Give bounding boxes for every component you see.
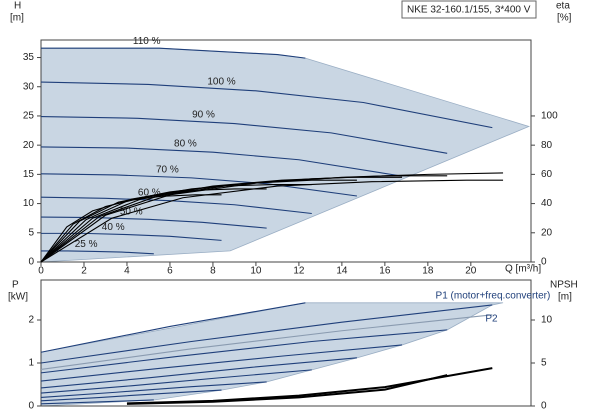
y-tick-label: 10 bbox=[23, 198, 35, 209]
secondary-curve bbox=[40, 188, 267, 263]
x-tick-label: 18 bbox=[422, 266, 434, 277]
curve-label: P2 bbox=[485, 313, 498, 324]
y2-tick-label: 40 bbox=[541, 198, 553, 209]
y2-tick-label: 100 bbox=[541, 111, 558, 122]
operating-region bbox=[40, 302, 504, 407]
primary-curve bbox=[40, 196, 312, 215]
y-tick-label: 35 bbox=[23, 52, 35, 63]
x-tick-label: 6 bbox=[167, 266, 173, 277]
y-tick-label: 0 bbox=[28, 257, 34, 268]
y-axis-label: H bbox=[14, 1, 21, 12]
primary-curve bbox=[41, 232, 222, 241]
curve-label: 25 % bbox=[75, 239, 98, 250]
secondary-curve bbox=[40, 176, 403, 263]
x-axis-label: Q [m³/h] bbox=[505, 264, 541, 275]
plot-frame bbox=[40, 39, 532, 263]
x-tick-label: 8 bbox=[210, 266, 216, 277]
primary-curve bbox=[40, 304, 493, 364]
curve-label: 40 % bbox=[102, 222, 125, 233]
y-tick-label: 0 bbox=[28, 401, 34, 412]
primary-curve bbox=[40, 389, 222, 402]
y-axis-label: P bbox=[12, 280, 19, 291]
y-tick-label: 15 bbox=[23, 169, 35, 180]
primary-curve bbox=[40, 381, 267, 398]
y2-axis-label: [m] bbox=[558, 292, 572, 303]
x-tick-label: 10 bbox=[250, 266, 262, 277]
y-axis-label: [m] bbox=[10, 13, 24, 24]
primary-curve bbox=[40, 146, 403, 177]
y2-tick-label: 80 bbox=[541, 140, 553, 151]
y2-tick-label: 10 bbox=[541, 315, 553, 326]
secondary-curve bbox=[40, 194, 222, 263]
y-tick-label: 30 bbox=[23, 81, 35, 92]
secondary-curve bbox=[126, 374, 448, 405]
x-tick-label: 16 bbox=[379, 266, 391, 277]
y-tick-label: 25 bbox=[23, 111, 35, 122]
y2-tick-label: 0 bbox=[541, 401, 547, 412]
y-tick-label: 1 bbox=[28, 358, 34, 369]
y2-axis-label: eta bbox=[556, 1, 570, 12]
curve-label: 50 % bbox=[120, 206, 143, 217]
chart-title: NKE 32-160.1/155, 3*400 V bbox=[407, 5, 531, 16]
x-tick-label: 14 bbox=[336, 266, 348, 277]
primary-curve bbox=[40, 344, 403, 382]
secondary-curve bbox=[40, 179, 504, 263]
primary-curve bbox=[40, 81, 493, 129]
curve-label: 100 % bbox=[207, 76, 235, 87]
y2-tick-label: 60 bbox=[541, 169, 553, 180]
curve-label: 60 % bbox=[138, 188, 161, 199]
x-tick-label: 2 bbox=[81, 266, 87, 277]
x-tick-label: 0 bbox=[38, 266, 44, 277]
primary-curve bbox=[40, 329, 448, 374]
plot-frame bbox=[40, 279, 532, 407]
x-tick-label: 4 bbox=[124, 266, 130, 277]
y-tick-label: 20 bbox=[23, 140, 35, 151]
y-axis-label: [kW] bbox=[8, 292, 28, 303]
primary-curve bbox=[40, 369, 312, 394]
primary-curve bbox=[40, 302, 306, 353]
y2-axis-label: [%] bbox=[557, 13, 572, 24]
y2-tick-label: 0 bbox=[541, 257, 547, 268]
curve-label: 70 % bbox=[156, 165, 179, 176]
y-tick-label: 5 bbox=[28, 227, 34, 238]
primary-curve bbox=[40, 314, 493, 370]
y2-tick-label: 20 bbox=[541, 227, 553, 238]
y2-tick-label: 5 bbox=[541, 358, 547, 369]
x-tick-label: 12 bbox=[293, 266, 305, 277]
curve-label: 110 % bbox=[133, 36, 161, 47]
curve-label: 90 % bbox=[192, 110, 215, 121]
curve-label: 80 % bbox=[174, 139, 197, 150]
y-tick-label: 2 bbox=[28, 315, 34, 326]
primary-curve bbox=[40, 216, 267, 229]
primary-curve bbox=[40, 399, 154, 405]
title-box bbox=[401, 0, 537, 19]
primary-curve bbox=[41, 47, 306, 59]
primary-curve bbox=[40, 115, 448, 154]
y2-axis-label: NPSH bbox=[550, 280, 578, 291]
primary-curve bbox=[40, 173, 357, 197]
curve-label: P1 (motor+freq.converter) bbox=[436, 291, 551, 302]
x-tick-label: 20 bbox=[465, 266, 477, 277]
primary-curve bbox=[40, 357, 357, 389]
